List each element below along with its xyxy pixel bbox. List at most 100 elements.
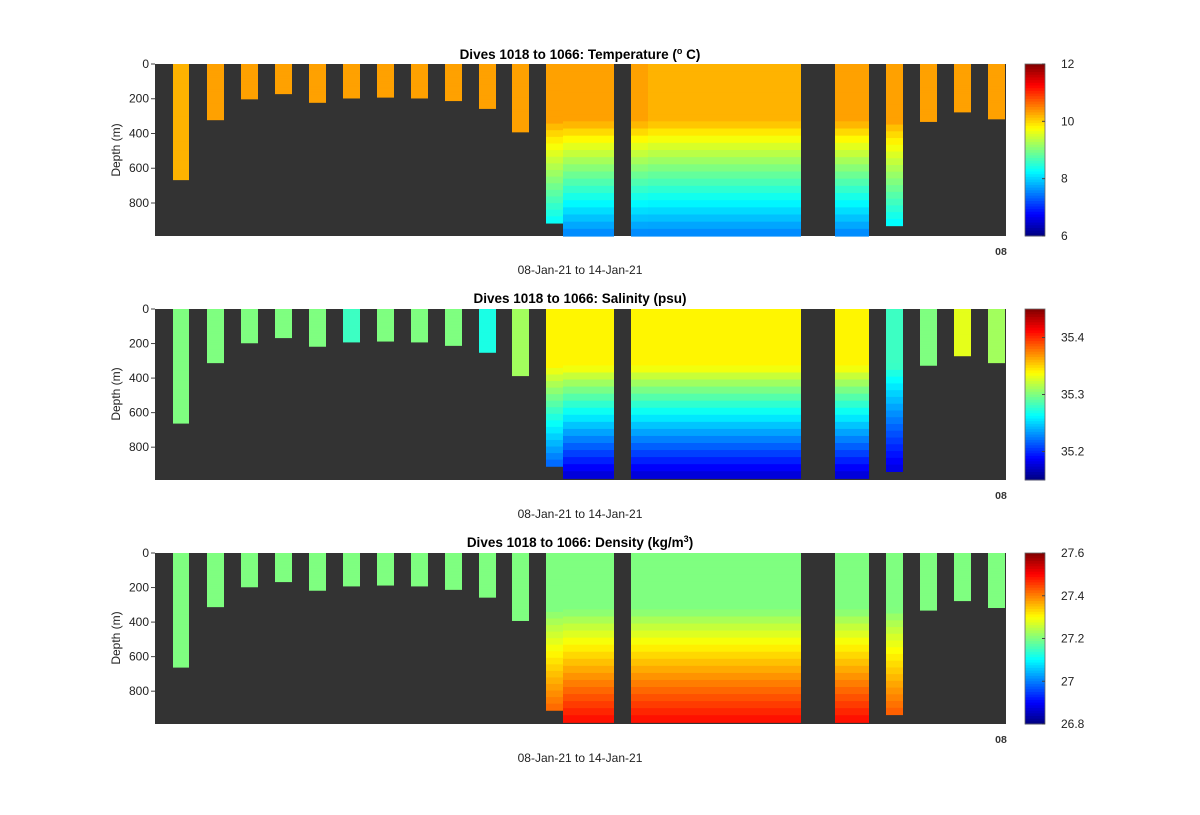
profile-cell: [546, 625, 563, 633]
profile-cell: [377, 563, 394, 566]
profile-cell: [682, 393, 699, 402]
profile-cell: [716, 435, 733, 444]
profile-cell: [699, 142, 716, 151]
profile-cell: [954, 353, 971, 357]
colorbar-swatch: [1025, 311, 1045, 315]
profile-cell: [767, 142, 784, 151]
profile-cell: [648, 150, 665, 158]
profile-cell: [631, 687, 648, 695]
profile-cell: [835, 450, 852, 458]
profile-cell: [580, 708, 597, 716]
profile-column: [784, 309, 801, 479]
profile-cell: [920, 576, 937, 580]
profile-cell: [665, 630, 682, 639]
profile-cell: [784, 316, 801, 324]
profile-cell: [479, 589, 496, 593]
profile-cell: [699, 107, 716, 115]
profile-cell: [377, 68, 394, 71]
profile-cell: [309, 588, 326, 591]
profile-cell: [445, 339, 462, 342]
profile-cell: [241, 327, 258, 330]
profile-cell: [445, 85, 462, 88]
colorbar-swatch: [1025, 705, 1045, 709]
profile-cell: [546, 697, 563, 705]
profile-cell: [648, 672, 665, 681]
profile-cell: [733, 323, 750, 331]
colorbar-swatch: [1025, 453, 1045, 457]
profile-cell: [241, 571, 258, 574]
profile-cell: [377, 318, 394, 321]
profile-cell: [411, 584, 428, 587]
profile-cell: [411, 82, 428, 85]
profile-cell: [563, 658, 580, 667]
profile-cell: [784, 221, 801, 230]
profile-cell: [580, 193, 597, 201]
profile-cell: [309, 570, 326, 573]
profile-cell: [173, 389, 189, 396]
colorbar-swatch: [1025, 131, 1045, 135]
profile-cell: [767, 178, 784, 187]
profile-cell: [767, 372, 784, 381]
profile-cell: [631, 637, 648, 646]
colorbar-swatch: [1025, 625, 1045, 629]
profile-column: [750, 64, 767, 237]
profile-cell: [563, 351, 580, 359]
profile-cell: [343, 553, 360, 555]
colorbar-swatch: [1025, 230, 1045, 234]
profile-cell: [445, 569, 462, 572]
profile-cell: [886, 369, 903, 378]
profile-cell: [784, 471, 801, 479]
profile-cell: [954, 349, 971, 353]
profile-cell: [852, 443, 869, 451]
profile-cell: [631, 185, 648, 194]
profile-cell: [682, 337, 699, 345]
profile-cell: [445, 77, 462, 80]
profile-cell: [886, 77, 903, 85]
profile-cell: [920, 64, 937, 67]
profile-cell: [580, 114, 597, 122]
profile-cell: [750, 185, 767, 194]
profile-cell: [546, 367, 563, 376]
profile-cell: [631, 164, 648, 173]
profile-cell: [479, 584, 496, 587]
profile-cell: [767, 214, 784, 223]
colorbar-swatch: [1025, 309, 1045, 313]
profile-cell: [699, 407, 716, 416]
profile-cell: [563, 588, 580, 596]
profile-cell: [563, 567, 580, 575]
profile-cell: [835, 630, 852, 639]
profile-cell: [631, 553, 648, 561]
colorbar-swatch: [1025, 341, 1045, 345]
profile-cell: [479, 328, 496, 332]
profile-cell: [597, 344, 614, 352]
profile-cell: [207, 577, 224, 581]
profile-cell: [665, 128, 682, 137]
profile-cell: [767, 99, 784, 108]
profile-cell: [750, 344, 767, 352]
profile-cell: [479, 582, 496, 585]
profile-cell: [512, 80, 529, 85]
profile-cell: [886, 205, 903, 213]
profile-cell: [648, 414, 665, 423]
profile-cell: [546, 453, 563, 461]
profile-column: [767, 309, 784, 479]
profile-cell: [648, 658, 665, 667]
profile-column: [682, 309, 699, 479]
profile-cell: [479, 591, 496, 594]
profile-cell: [445, 97, 462, 100]
profile-cell: [343, 73, 360, 76]
profile-cell: [886, 640, 903, 648]
profile-cell: [479, 587, 496, 591]
profile-cell: [988, 593, 1005, 597]
profile-cell: [852, 630, 869, 639]
profile-cell: [682, 574, 699, 582]
profile-cell: [563, 715, 580, 723]
profile-cell: [411, 315, 428, 318]
profile-cell: [835, 309, 852, 317]
profile-cell: [716, 200, 733, 208]
colorbar-swatch: [1025, 349, 1045, 353]
profile-cell: [597, 715, 614, 723]
profile-cell: [988, 564, 1005, 568]
profile-column: [648, 64, 665, 237]
